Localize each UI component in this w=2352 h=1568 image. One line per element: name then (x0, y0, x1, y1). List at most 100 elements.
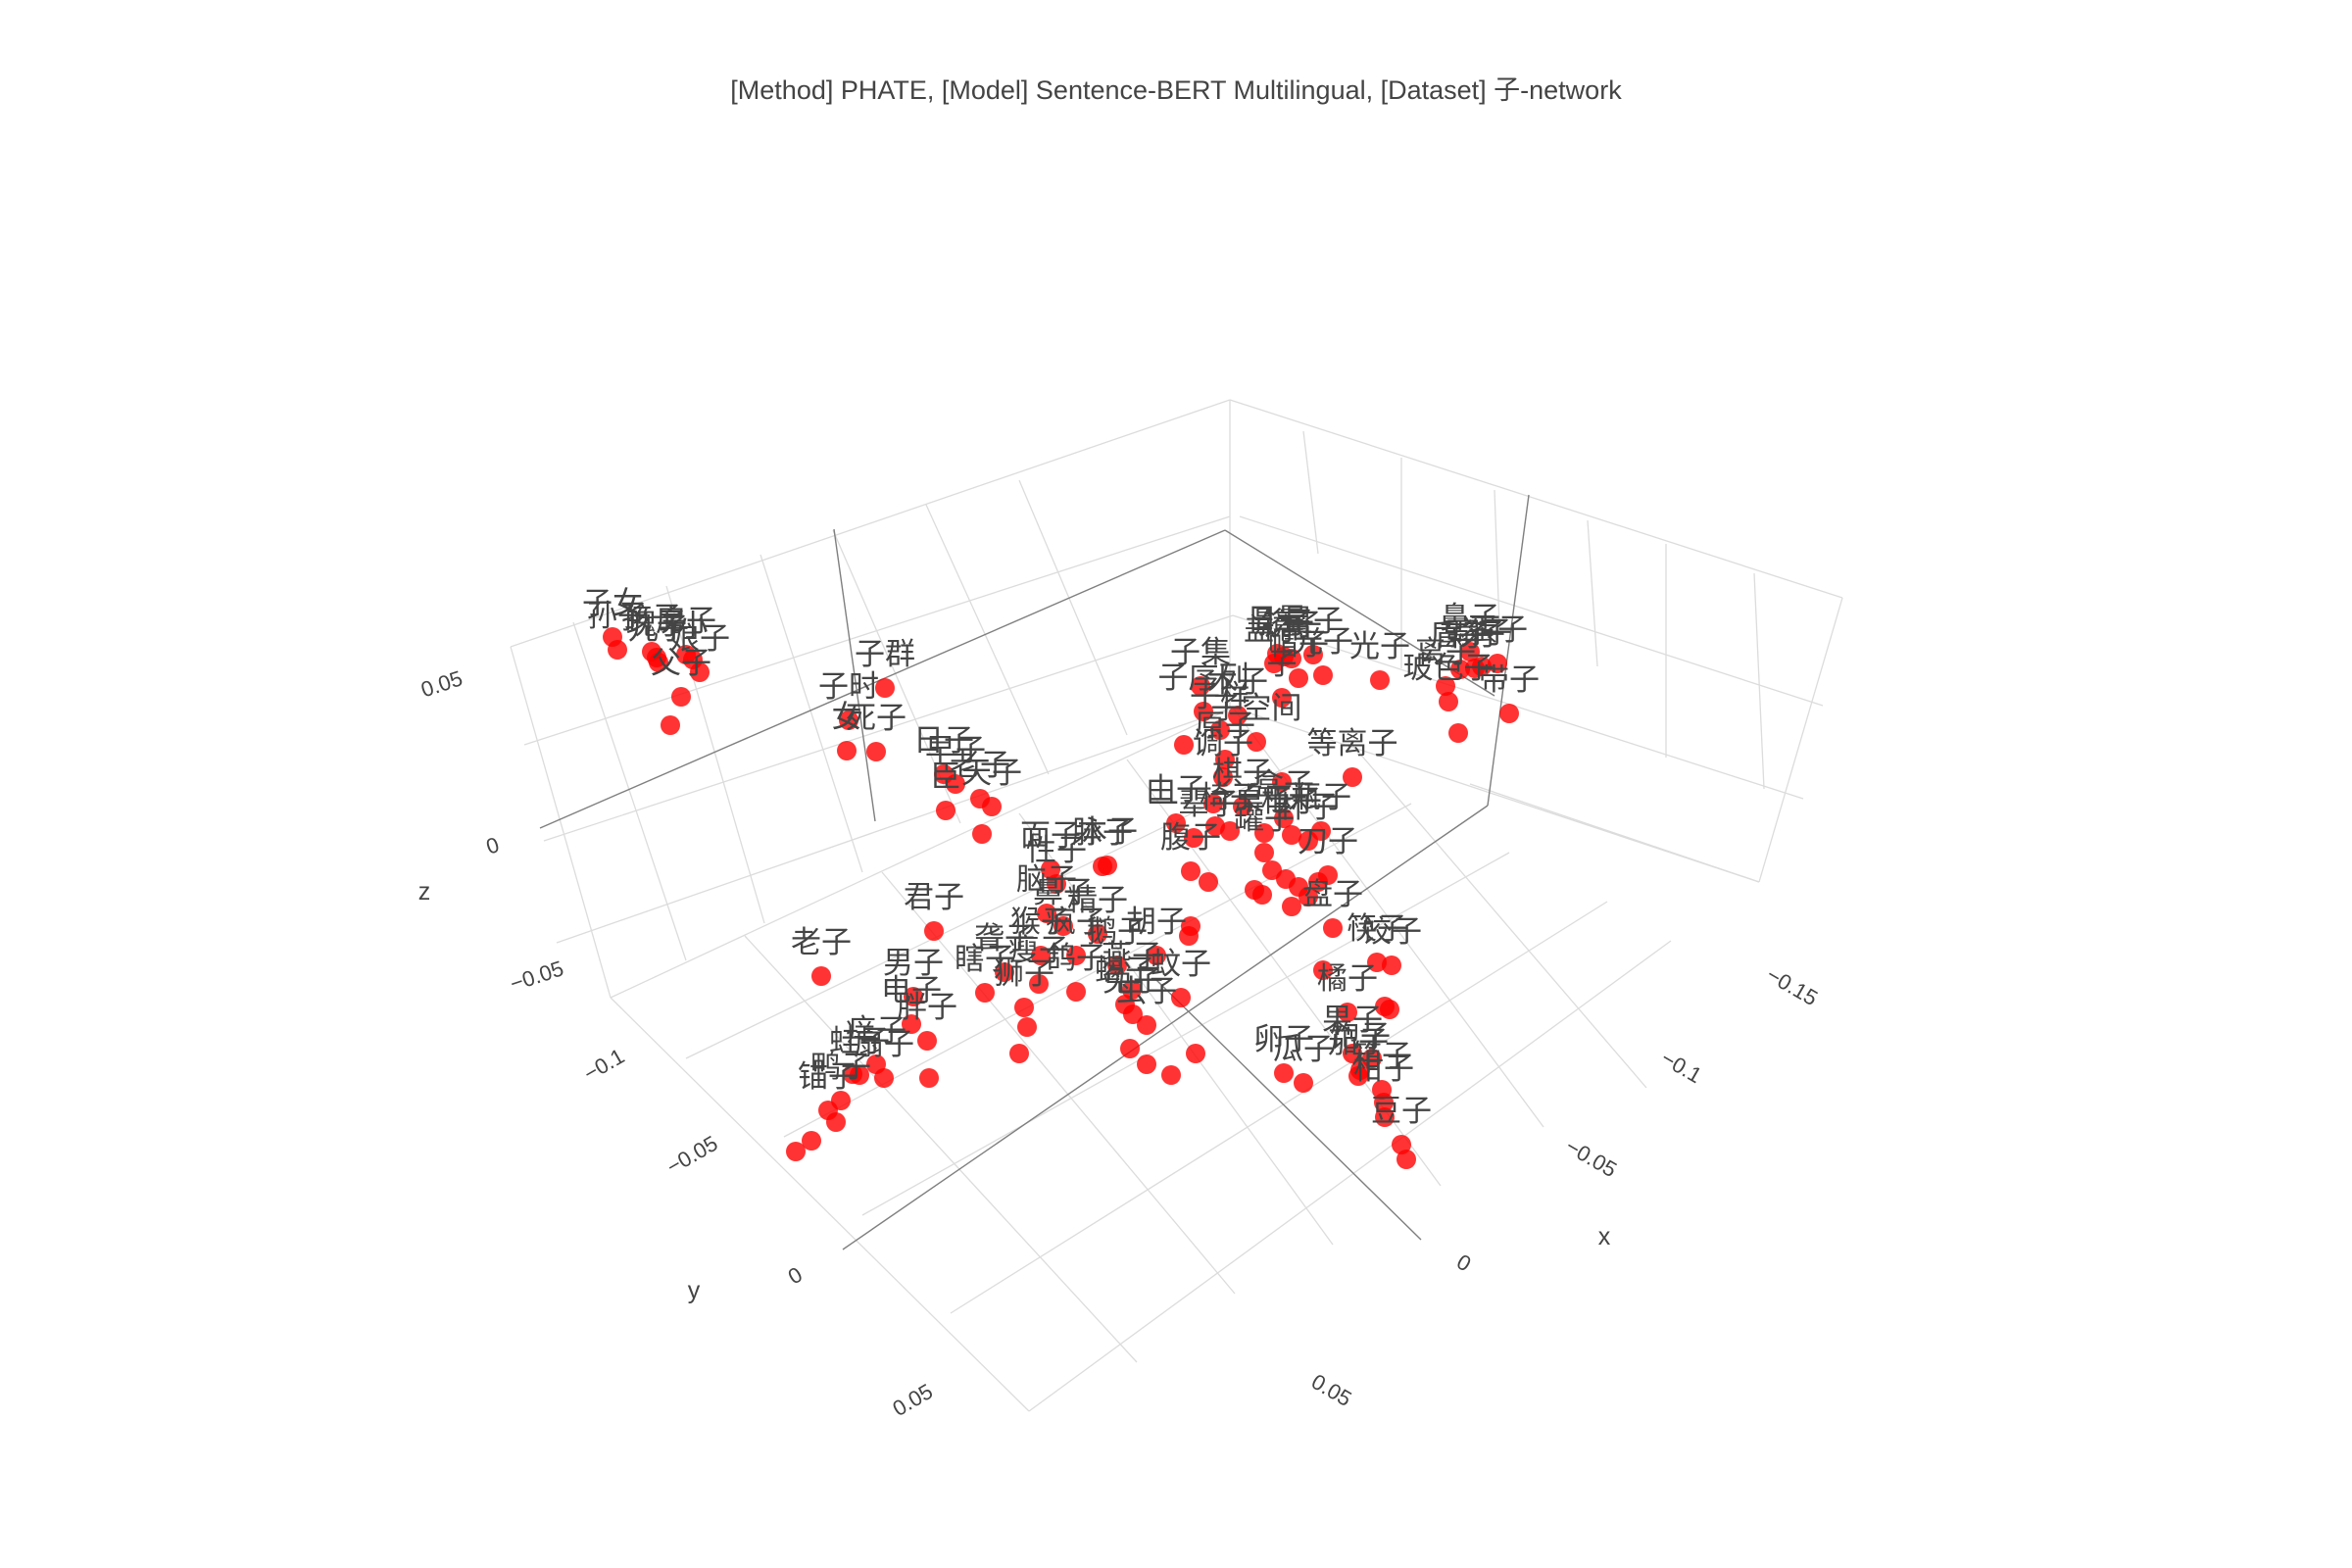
data-point[interactable] (608, 640, 627, 660)
data-point[interactable] (1362, 1049, 1382, 1068)
data-point[interactable] (1272, 772, 1292, 792)
data-point[interactable] (1367, 953, 1387, 972)
data-point[interactable] (1174, 735, 1194, 755)
data-point[interactable] (1123, 1004, 1143, 1024)
data-point[interactable] (1120, 1039, 1140, 1058)
data-point[interactable] (1210, 720, 1230, 740)
data-point[interactable] (1179, 926, 1199, 946)
data-point[interactable] (683, 650, 703, 669)
data-point[interactable] (1031, 946, 1051, 965)
data-point[interactable] (902, 1014, 921, 1034)
data-point[interactable] (661, 715, 680, 735)
data-point[interactable] (1088, 924, 1107, 944)
data-point[interactable] (1191, 676, 1210, 696)
data-point[interactable] (1348, 1066, 1368, 1086)
data-point[interactable] (1343, 1044, 1362, 1063)
data-point[interactable] (1215, 750, 1235, 769)
data-point[interactable] (1228, 706, 1248, 725)
data-point[interactable] (1282, 897, 1301, 916)
data-point[interactable] (919, 1068, 939, 1088)
data-point[interactable] (1252, 885, 1272, 905)
data-point[interactable] (1014, 998, 1034, 1017)
data-point[interactable] (866, 742, 886, 761)
data-point[interactable] (1017, 1017, 1037, 1037)
data-point[interactable] (1370, 670, 1390, 690)
data-point[interactable] (1274, 808, 1294, 828)
data-point[interactable] (1298, 887, 1318, 906)
data-point[interactable] (1171, 988, 1191, 1007)
data-point[interactable] (1047, 874, 1066, 894)
data-point[interactable] (1199, 872, 1218, 892)
data-point[interactable] (1066, 946, 1086, 965)
data-point[interactable] (946, 774, 965, 794)
data-point[interactable] (982, 797, 1002, 816)
data-point[interactable] (1448, 723, 1468, 743)
data-point[interactable] (875, 678, 895, 698)
data-point[interactable] (1166, 813, 1186, 833)
data-point[interactable] (975, 983, 995, 1003)
data-point[interactable] (1147, 946, 1166, 965)
data-point[interactable] (1313, 960, 1333, 980)
data-point[interactable] (1460, 642, 1480, 662)
data-point[interactable] (1107, 956, 1127, 975)
data-point[interactable] (1465, 659, 1485, 678)
data-point[interactable] (1213, 767, 1233, 787)
data-point[interactable] (1184, 828, 1203, 848)
data-point[interactable] (1054, 916, 1073, 936)
data-point[interactable] (786, 1142, 806, 1161)
data-point[interactable] (1282, 649, 1301, 668)
data-point[interactable] (837, 741, 857, 760)
data-point[interactable] (1338, 1003, 1357, 1022)
data-point[interactable] (1037, 904, 1056, 923)
data-point[interactable] (1122, 980, 1142, 1000)
data-point[interactable] (1375, 997, 1395, 1016)
data-point[interactable] (802, 1131, 821, 1151)
data-point[interactable] (1289, 668, 1308, 688)
data-point[interactable] (1137, 1054, 1156, 1074)
data-point[interactable] (1247, 732, 1266, 752)
data-point[interactable] (1274, 1063, 1294, 1083)
data-point[interactable] (1303, 645, 1323, 664)
data-point[interactable] (1264, 654, 1284, 673)
data-point[interactable] (917, 1031, 937, 1051)
data-point[interactable] (1220, 821, 1240, 841)
data-point[interactable] (1203, 794, 1223, 813)
data-point[interactable] (972, 824, 992, 844)
data-point[interactable] (1374, 1093, 1394, 1112)
data-point[interactable] (1282, 825, 1301, 845)
data-point[interactable] (1311, 821, 1331, 841)
data-point[interactable] (1313, 665, 1333, 685)
data-point[interactable] (1294, 1073, 1313, 1093)
data-point[interactable] (1181, 861, 1200, 881)
data-point[interactable] (924, 921, 944, 941)
data-point[interactable] (1009, 1044, 1029, 1063)
data-point[interactable] (1066, 982, 1086, 1002)
data-point[interactable] (649, 653, 668, 672)
data-point[interactable] (874, 1068, 894, 1088)
data-point[interactable] (1436, 676, 1455, 696)
data-point[interactable] (1450, 660, 1470, 679)
data-point[interactable] (936, 801, 956, 820)
data-point[interactable] (1161, 1065, 1181, 1085)
data-point[interactable] (839, 710, 858, 730)
data-point[interactable] (1029, 974, 1049, 994)
data-point[interactable] (843, 1064, 862, 1084)
data-point[interactable] (1194, 702, 1213, 721)
data-point[interactable] (1318, 865, 1338, 885)
data-point[interactable] (1343, 767, 1362, 787)
data-point[interactable] (1254, 843, 1274, 862)
data-point[interactable] (1137, 1015, 1156, 1035)
data-point[interactable] (1233, 797, 1252, 816)
data-point[interactable] (995, 962, 1014, 982)
data-point[interactable] (671, 687, 691, 707)
data-point[interactable] (1186, 1044, 1205, 1063)
data-point[interactable] (1439, 692, 1458, 711)
data-point[interactable] (1323, 918, 1343, 938)
data-point[interactable] (904, 987, 923, 1006)
data-point[interactable] (1375, 1107, 1395, 1127)
data-point[interactable] (1382, 956, 1401, 975)
data-point[interactable] (1098, 856, 1117, 875)
data-point[interactable] (1488, 654, 1507, 673)
data-point[interactable] (1041, 859, 1060, 879)
